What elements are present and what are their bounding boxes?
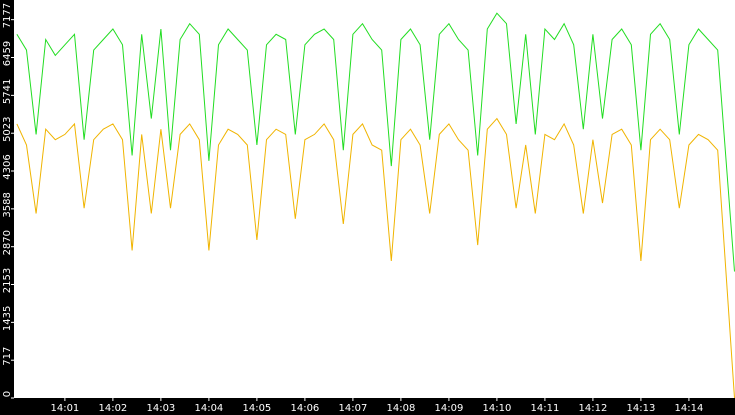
y-tick-label: 2153 (2, 268, 13, 293)
x-tick-label: 14:10 (482, 403, 511, 414)
y-tick-label: 0 (2, 391, 13, 397)
x-tick-label: 14:04 (194, 403, 223, 414)
y-tick-label: 5023 (2, 116, 13, 141)
x-tick-label: 14:06 (290, 403, 319, 414)
x-tick-label: 14:09 (434, 403, 463, 414)
y-tick-label: 6459 (2, 41, 13, 66)
x-tick-label: 14:11 (530, 403, 559, 414)
x-tick-label: 14:05 (242, 403, 271, 414)
y-tick-label: 7177 (2, 3, 13, 28)
y-tick-label: 4306 (2, 154, 13, 179)
y-tick-label: 717 (2, 347, 13, 366)
x-tick-label: 14:14 (675, 403, 704, 414)
series-line (16, 117, 735, 399)
x-tick-label: 14:08 (386, 403, 415, 414)
y-tick-label: 1435 (2, 306, 13, 331)
y-tick-label: 2870 (2, 230, 13, 255)
x-tick-label: 14:12 (578, 403, 607, 414)
series-line (16, 12, 735, 272)
y-tick-label: 5741 (2, 79, 13, 104)
x-tick-label: 14:02 (98, 403, 127, 414)
x-tick-label: 14:03 (146, 403, 175, 414)
x-tick-label: 14:01 (50, 403, 79, 414)
y-tick-label: 3588 (2, 192, 13, 217)
x-axis-strip (0, 398, 735, 415)
x-tick-label: 14:07 (338, 403, 367, 414)
y-axis-strip (0, 0, 14, 415)
x-tick-label: 14:13 (627, 403, 656, 414)
